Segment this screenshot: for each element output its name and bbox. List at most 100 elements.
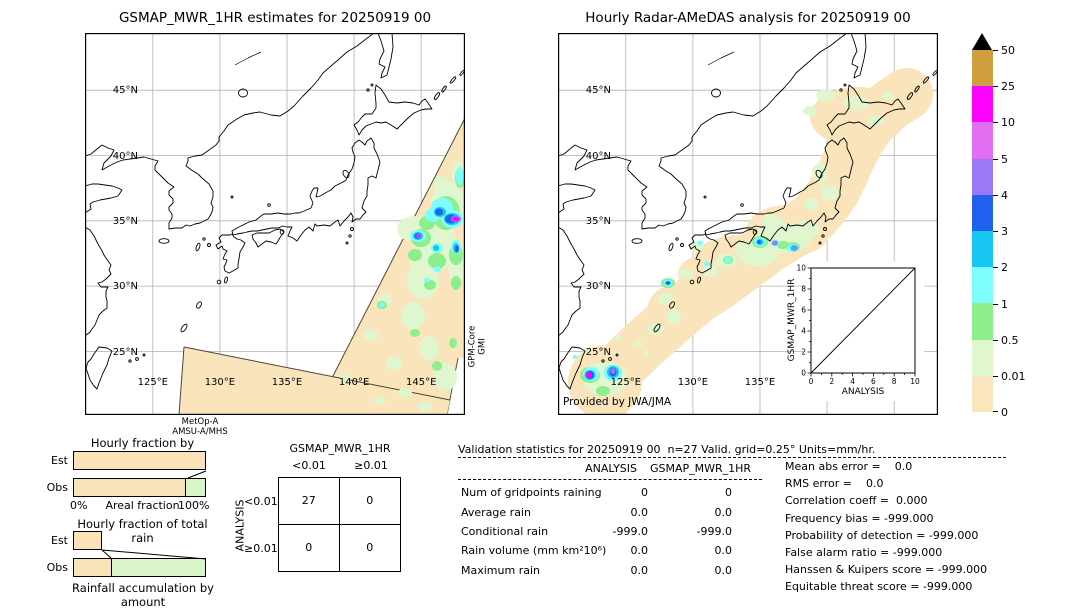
colorbar-ticks: [993, 50, 998, 412]
svg-text:135°E: 135°E: [745, 377, 775, 388]
map-frame: [85, 33, 465, 415]
radar-rain-cells: [572, 89, 894, 396]
colorbar-segment: [972, 50, 993, 87]
stats-value: 0: [641, 486, 648, 499]
score-line: Correlation coeff = 0.000: [785, 494, 928, 508]
stats-row-label: Maximum rain: [461, 564, 540, 577]
colorbar-segment: [972, 303, 993, 340]
svg-text:135°E: 135°E: [272, 377, 302, 388]
occurrence-est-label: Est: [51, 454, 68, 467]
svg-text:30°N: 30°N: [586, 281, 611, 292]
colorbar-segments: [972, 50, 993, 413]
svg-text:145°E: 145°E: [406, 377, 436, 388]
inset-xlabel: ANALYSIS: [842, 387, 885, 397]
contingency-table: 27 0 0 0: [278, 477, 401, 572]
credit-label: Provided by JWA/JMA: [563, 396, 672, 408]
svg-text:0: 0: [809, 377, 814, 386]
radar-map-canvas: 0 2 4 6 8 10 0 2 4 6 8 10 ANALYSIS GSMAP…: [557, 32, 939, 419]
one-to-one-line: [810, 267, 916, 374]
svg-text:130°E: 130°E: [678, 377, 708, 388]
svg-text:130°E: 130°E: [205, 377, 235, 388]
gsmap-estimate-map: 45°N 40°N 35°N 30°N 25°N 125°E 130°E 135…: [84, 32, 466, 416]
colorbar-segment: [972, 122, 993, 159]
radar-analysis-map: 0 2 4 6 8 10 0 2 4 6 8 10 ANALYSIS GSMAP…: [557, 32, 939, 419]
contingency-cell: 0: [339, 478, 400, 525]
svg-text:35°N: 35°N: [113, 216, 138, 227]
colorbar-overflow-triangle: [972, 33, 992, 50]
contingency-row-label-ge: ≥0.01: [244, 542, 278, 555]
svg-text:125°E: 125°E: [138, 377, 168, 388]
left-map-lon-labels: 125°E 130°E 135°E 140°E 145°E: [138, 377, 437, 388]
score-line: Hanssen & Kuipers score = -999.000: [785, 563, 988, 577]
stats-value: 0: [725, 486, 732, 499]
svg-text:25°N: 25°N: [113, 347, 138, 358]
stats-value: 0.0: [630, 544, 649, 557]
contingency-row-axis: ANALYSIS: [233, 499, 247, 552]
colorbar-tick: 50: [1001, 44, 1015, 57]
contingency-col-label-ge: ≥0.01: [354, 459, 388, 472]
colorbar-segment: [972, 158, 993, 195]
svg-text:25°N: 25°N: [586, 347, 611, 358]
svg-text:8: 8: [892, 377, 897, 386]
colorbar-segment: [972, 86, 993, 123]
colorbar-tick: 3: [1001, 225, 1008, 238]
svg-text:8: 8: [801, 285, 806, 294]
score-line: False alarm ratio = -999.000: [785, 546, 943, 560]
total-rain-obs-bar: [73, 558, 206, 577]
score-line: Frequency bias = -999.000: [785, 511, 934, 525]
colorbar-tick: 4: [1001, 189, 1008, 202]
svg-text:2: 2: [801, 348, 806, 357]
svg-text:6: 6: [801, 306, 806, 315]
total-rain-obs-label: Obs: [46, 561, 68, 574]
colorbar: 50 25 10 5 4 3 2 1 0.5 0.01 0: [972, 33, 1052, 423]
svg-text:10: 10: [796, 264, 806, 273]
contingency-cell: 0: [279, 524, 340, 571]
score-line: Equitable threat score = -999.000: [785, 580, 973, 594]
stats-value: 0.0: [630, 564, 649, 577]
svg-text:4: 4: [801, 327, 806, 336]
occurrence-obs-bar: [73, 478, 206, 497]
stats-value: 0.0: [630, 506, 649, 519]
stats-divider-top: [458, 445, 1006, 458]
stats-value: -999.0: [696, 525, 732, 538]
contingency-header: GSMAP_MWR_1HR: [289, 442, 391, 455]
stats-row-label: Num of gridpoints raining: [461, 486, 602, 499]
total-rain-obs-wet-segment: [111, 559, 205, 576]
accumulation-label: Rainfall accumulation by amount: [72, 581, 214, 609]
svg-text:45°N: 45°N: [586, 85, 611, 96]
inset-scatter: 0 2 4 6 8 10 0 2 4 6 8 10 ANALYSIS GSMAP…: [787, 261, 924, 401]
svg-text:30°N: 30°N: [113, 281, 138, 292]
total-rain-est-bar: [73, 531, 102, 550]
svg-text:45°N: 45°N: [113, 85, 138, 96]
stats-value: 0.0: [714, 506, 733, 519]
svg-text:6: 6: [871, 377, 876, 386]
inset-ylabel: GSMAP_MWR_1HR: [787, 279, 797, 362]
colorbar-tick: 0.01: [1001, 370, 1026, 383]
total-rain-chart-title: Hourly fraction of total rain: [77, 517, 208, 545]
colorbar-segment: [972, 231, 993, 268]
svg-text:125°E: 125°E: [611, 377, 641, 388]
svg-text:140°E: 140°E: [339, 377, 369, 388]
areal-fraction-label: Areal fraction: [105, 499, 180, 512]
svg-text:4: 4: [850, 377, 855, 386]
contingency-col-label-lt: <0.01: [292, 459, 326, 472]
stats-row-label: Rain volume (mm km²10⁶): [461, 544, 607, 557]
colorbar-segment: [972, 267, 993, 304]
right-map-lon-labels: 125°E 130°E 135°E: [611, 377, 776, 388]
right-map-lat-labels: 45°N 40°N 35°N 30°N 25°N: [586, 85, 611, 358]
total-rain-est-label: Est: [51, 534, 68, 547]
map-frame: [558, 33, 938, 415]
score-line: RMS error = 0.0: [785, 477, 884, 491]
gsmap-map-canvas: 45°N 40°N 35°N 30°N 25°N 125°E 130°E 135…: [84, 32, 466, 416]
stats-divider-header: [458, 467, 762, 480]
stats-row-label: Conditional rain: [461, 525, 549, 538]
metop-swath-label: MetOp-A AMSU-A/MHS: [172, 417, 228, 437]
areal-fraction-max: 100%: [178, 499, 210, 512]
stats-value: -999.0: [612, 525, 648, 538]
colorbar-tick: 25: [1001, 80, 1015, 93]
svg-text:0: 0: [801, 369, 806, 378]
right-map-title: Hourly Radar-AMeDAS analysis for 2025091…: [585, 10, 911, 26]
colorbar-segment: [972, 375, 993, 413]
occurrence-obs-label: Obs: [46, 481, 68, 494]
gsmap-rain-cells: [340, 161, 466, 412]
